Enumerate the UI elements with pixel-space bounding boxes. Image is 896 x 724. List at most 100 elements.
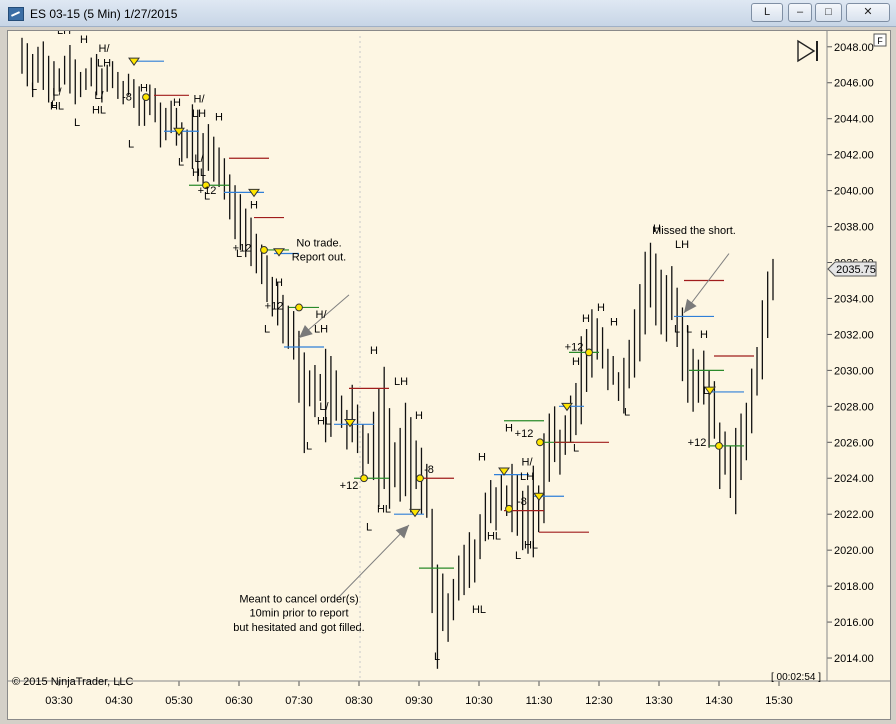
y-tick-label: 2034.00	[834, 293, 874, 305]
annotation-text: Report out.	[292, 252, 346, 264]
chart-app-icon	[8, 7, 24, 21]
swing-label: H	[43, 31, 51, 32]
fill-marker-triangle	[273, 248, 285, 257]
y-tick-label: 2048.00	[834, 42, 874, 54]
annotation-text: 10min prior to report	[249, 608, 348, 620]
close-button[interactable]: ✕	[846, 3, 890, 22]
trade-result-label: +12	[515, 428, 534, 440]
swing-label: H	[700, 329, 708, 341]
swing-label: L	[236, 248, 242, 260]
x-tick-label: 09:30	[405, 695, 433, 707]
swing-label: L	[624, 406, 630, 418]
fill-marker-circle	[505, 504, 513, 513]
fill-marker-triangle	[128, 57, 140, 67]
chart-panel[interactable]: HLHLLL/HLHH/LHLL/HLHLHH/LHHLL/HLLHLHLH/L…	[7, 20, 891, 720]
play-end-icon[interactable]	[797, 39, 818, 63]
y-tick-label: 2046.00	[834, 78, 874, 90]
fill-marker-circle	[715, 441, 723, 450]
f-box[interactable]	[873, 33, 887, 47]
swing-label: L	[703, 385, 709, 397]
trade-result-label: +12	[198, 185, 217, 197]
annotation-arrowhead	[684, 298, 697, 313]
swing-label: H	[610, 316, 618, 328]
x-tick-label: 05:30	[165, 695, 193, 707]
swing-label: L	[686, 324, 692, 336]
fill-marker-circle	[360, 474, 368, 483]
annotation-arrow-line	[338, 524, 410, 598]
current-price-tag	[827, 261, 877, 277]
trade-result-label: +12	[565, 342, 584, 354]
y-tick-label: 2032.00	[834, 329, 874, 341]
swing-label: L/	[319, 401, 329, 413]
swing-label: H	[275, 277, 283, 289]
swing-label: H	[215, 111, 223, 123]
y-tick-label: 2016.00	[834, 617, 874, 629]
swing-label: H	[173, 97, 181, 109]
window-titlebar: ES 03-15 (5 Min) 1/27/2015 L – □ ✕	[0, 0, 896, 27]
swing-label: L	[434, 651, 440, 663]
y-tick-label: 2028.00	[834, 401, 874, 413]
y-tick-label: 2038.00	[834, 222, 874, 234]
y-tick-label: 2014.00	[834, 653, 874, 665]
x-tick-label: 12:30	[585, 695, 613, 707]
swing-label: L/	[94, 90, 104, 102]
trade-result-label: -8	[424, 464, 434, 476]
swing-label: H	[582, 313, 590, 325]
annotation-arrowhead	[299, 324, 313, 339]
fill-marker-triangle	[344, 419, 356, 428]
trade-result-label: +12	[265, 300, 284, 312]
swing-label: H	[478, 451, 486, 463]
swing-label: LH	[520, 471, 534, 483]
window-title: ES 03-15 (5 Min) 1/27/2015	[30, 7, 178, 21]
swing-label: L	[306, 440, 312, 452]
swing-label: H	[250, 200, 258, 212]
y-tick-label: 2026.00	[834, 437, 874, 449]
fill-marker-triangle	[409, 508, 421, 518]
swing-label: H	[415, 410, 423, 422]
swing-label: HL	[50, 101, 64, 113]
copyright-text: © 2015 NinjaTrader, LLC	[12, 676, 133, 688]
x-tick-label: 10:30	[465, 695, 493, 707]
swing-label: L	[31, 81, 37, 93]
x-tick-label: 11:30	[526, 695, 553, 707]
annotation-arrowhead	[395, 524, 409, 539]
minimize-button[interactable]: –	[788, 3, 812, 22]
swing-label: L	[204, 191, 210, 203]
x-tick-label: 04:30	[105, 695, 133, 707]
price-chart[interactable]: HLHLLL/HLHH/LHLL/HLHLHH/LHHLL/HLLHLHLH/L…	[8, 20, 890, 719]
swing-label: LH	[675, 239, 689, 251]
link-button[interactable]: L	[751, 3, 783, 22]
current-price-label: 2035.75	[836, 264, 876, 276]
swing-label: L/	[194, 153, 204, 165]
swing-label: HL	[92, 104, 106, 116]
x-tick-label: 06:30	[225, 695, 253, 707]
x-tick-label: 08:30	[345, 695, 373, 707]
trade-result-label: -8	[517, 496, 527, 508]
fill-marker-circle	[295, 303, 303, 312]
x-tick-label: 15:30	[765, 695, 793, 707]
fill-marker-triangle	[704, 386, 716, 396]
annotation-text: Meant to cancel order(s)	[239, 593, 358, 605]
swing-label: HL	[472, 604, 486, 616]
swing-label: L	[573, 442, 579, 454]
swing-label: L	[51, 99, 57, 111]
swing-label: H/	[99, 43, 111, 55]
fill-marker-triangle	[173, 127, 185, 137]
y-tick-label: 2022.00	[834, 509, 874, 521]
swing-label: H	[572, 356, 580, 368]
swing-label: H/	[522, 457, 534, 469]
swing-label: HL	[524, 539, 538, 551]
maximize-button[interactable]: □	[815, 3, 842, 22]
swing-label: HL	[377, 503, 391, 515]
fill-marker-circle	[585, 348, 593, 357]
trade-result-label: +12	[688, 437, 707, 449]
swing-label: H	[505, 423, 513, 435]
fill-marker-triangle	[248, 188, 260, 198]
bar-timer: [ 00:02:54 ]	[771, 672, 821, 683]
swing-label: HL	[487, 530, 501, 542]
swing-label: LH	[57, 31, 71, 37]
swing-label: L/	[52, 86, 62, 98]
y-tick-label: 2042.00	[834, 150, 874, 162]
swing-label: L	[264, 324, 270, 336]
y-tick-label: 2044.00	[834, 114, 874, 126]
